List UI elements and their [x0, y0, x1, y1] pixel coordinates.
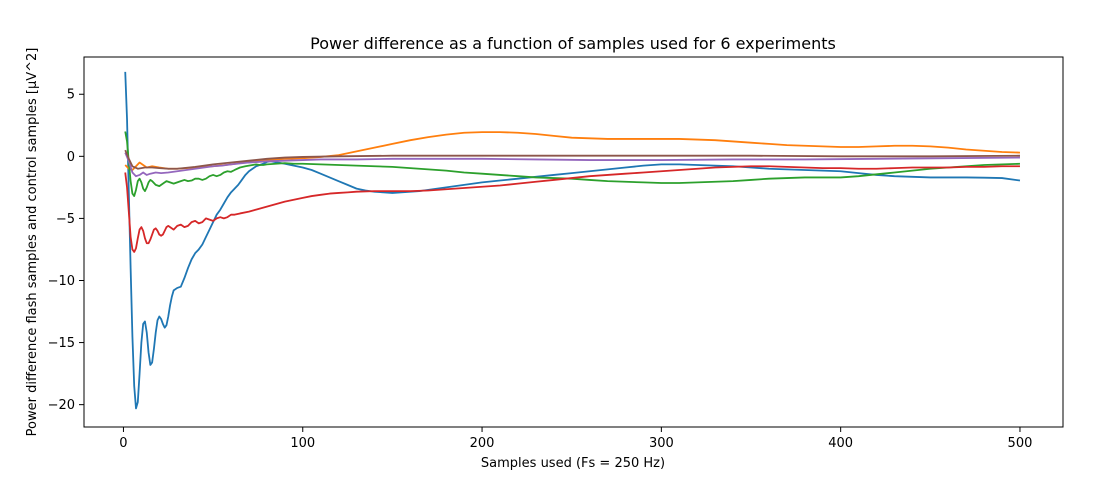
series-line-1: [124, 71, 1021, 410]
series-line-5: [124, 152, 1020, 178]
y-tick-label: −10: [48, 274, 75, 289]
y-axis-label: Power difference flash samples and contr…: [25, 48, 40, 437]
plot-frame: [83, 56, 1064, 428]
x-tick-label: 500: [1008, 436, 1033, 451]
x-axis-label: Samples used (Fs = 250 Hz): [481, 456, 665, 471]
chart-title: Power difference as a function of sample…: [310, 34, 836, 53]
x-tick-label: 400: [828, 436, 853, 451]
x-tick-label: 300: [649, 436, 674, 451]
y-tick-label: 0: [67, 150, 75, 165]
x-axis: 0 100 200 300 400 500: [119, 427, 1032, 451]
series-line-4: [124, 165, 1020, 253]
y-tick-label: −5: [56, 212, 75, 227]
x-tick-label: 0: [119, 436, 127, 451]
y-tick-label: 5: [67, 88, 75, 103]
series-lines: [124, 71, 1021, 410]
series-line-3: [124, 131, 1021, 197]
y-tick-label: −20: [48, 398, 75, 413]
series-line-6: [124, 149, 1020, 170]
y-tick-label: −15: [48, 336, 75, 351]
x-tick-label: 200: [470, 436, 495, 451]
y-axis: 5 0 −5 −10 −15 −20: [48, 88, 84, 413]
x-tick-label: 100: [290, 436, 315, 451]
